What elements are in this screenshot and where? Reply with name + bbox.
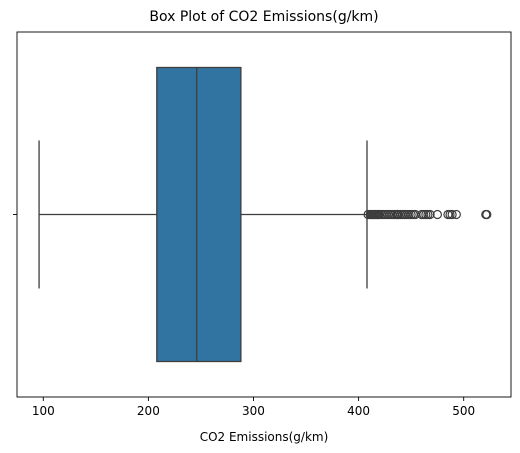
- outlier-point: [432, 209, 443, 220]
- x-tick-label: 100: [32, 404, 55, 418]
- plot-area: 100 200 300 400 500: [13, 31, 512, 418]
- x-tick-label: 300: [242, 404, 265, 418]
- outlier-point: [451, 209, 461, 220]
- x-axis-label: CO2 Emissions(g/km): [200, 430, 329, 444]
- x-tick-label: 400: [347, 404, 370, 418]
- x-tick-label: 500: [452, 404, 475, 418]
- x-tick-label: 200: [137, 404, 160, 418]
- chart-title: Box Plot of CO2 Emissions(g/km): [149, 9, 378, 25]
- outlier-point: [482, 209, 492, 220]
- iqr-box: [156, 66, 242, 363]
- outlier-point: [425, 209, 435, 220]
- outlier-point: [447, 209, 457, 220]
